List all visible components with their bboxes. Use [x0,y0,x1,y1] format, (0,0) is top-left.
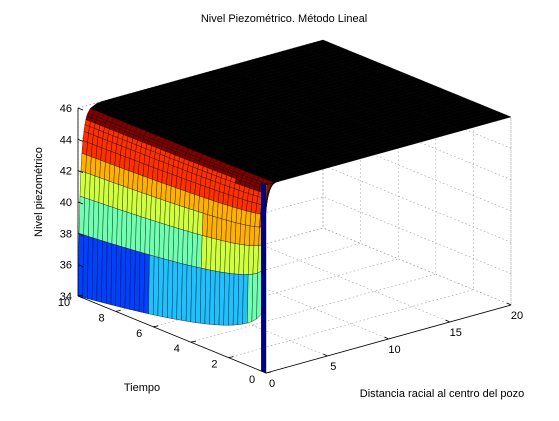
z-tick-label: 36 [60,260,72,272]
y-tick [77,294,84,297]
x-axis-label: Distancia racial al centro del pozo [360,388,524,400]
x-tick [384,336,389,340]
z-tick [77,107,84,111]
grid-line-y [190,86,437,343]
z-tick-label: 42 [60,166,72,178]
z-axis-label: Nivel piezométrico [33,147,45,237]
z-tick-label: 44 [60,134,72,146]
x-tick-label: 15 [450,327,462,339]
x-tick [445,319,450,323]
y-tick [228,356,234,358]
y-tick [115,310,121,312]
y-tick [153,325,159,328]
surface-front-face [261,182,267,374]
z-tick [77,295,84,299]
z-tick-label: 40 [60,197,72,209]
x-tick [506,302,512,306]
y-tick-label: 4 [174,343,180,355]
y-tick [265,371,272,374]
x-tick-label: 5 [330,361,336,373]
x-tick [261,370,267,374]
y-tick-label: 8 [99,312,105,324]
z-tick [77,138,84,142]
z-tick [77,264,84,268]
x-tick [323,353,328,357]
chart-title: Nivel Piezométrico. Método Lineal [201,13,367,25]
z-tick [77,232,84,236]
x-tick-label: 0 [269,378,275,390]
x-tick-label: 20 [511,310,523,322]
y-axis-label: Tiempo [124,382,160,394]
y-axis-line [77,295,267,374]
z-tick-label: 38 [60,228,72,240]
z-tick [77,170,84,174]
z-tick [77,201,84,205]
y-tick-label: 6 [136,328,142,340]
y-tick-label: 2 [211,359,217,371]
x-tick-label: 10 [388,344,400,356]
y-tick-label: 0 [249,374,255,386]
z-tick-label: 46 [60,103,72,115]
grid-line-y [228,101,474,358]
z-tick-label: 34 [60,291,72,303]
surface-layer [77,39,512,374]
y-tick-label: 10 [58,297,70,309]
y-tick [190,340,196,343]
